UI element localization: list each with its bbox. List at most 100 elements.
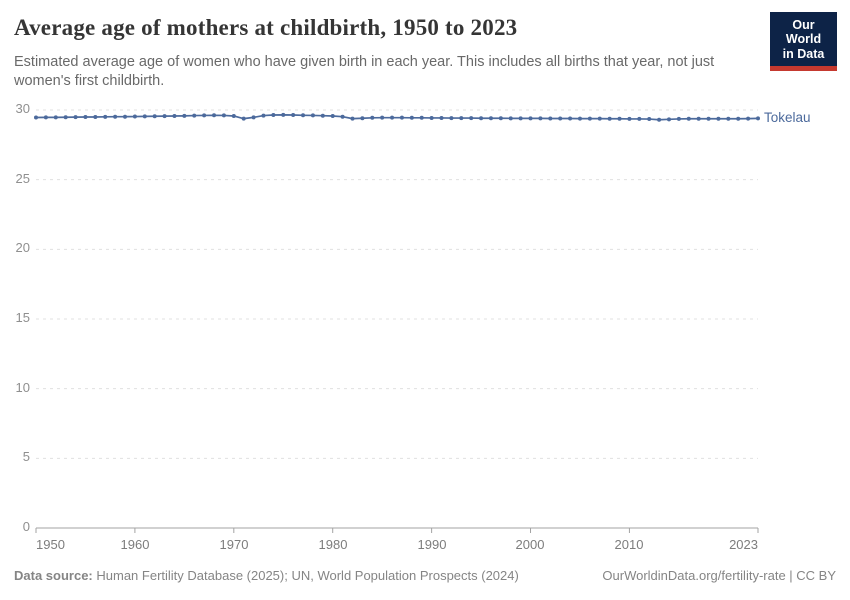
x-tick-label-2010: 2010 — [614, 537, 644, 552]
data-point-2022[interactable] — [746, 116, 751, 121]
data-point-1965[interactable] — [182, 113, 187, 118]
data-point-1976[interactable] — [291, 113, 296, 118]
data-point-1961[interactable] — [142, 114, 147, 119]
x-tick-label-1960: 1960 — [120, 537, 150, 552]
x-tick-label-1990: 1990 — [417, 537, 447, 552]
owid-logo[interactable]: Our World in Data — [770, 12, 837, 72]
data-point-1992[interactable] — [449, 116, 454, 121]
data-point-1957[interactable] — [103, 114, 108, 119]
data-point-2023[interactable] — [756, 116, 760, 121]
data-point-1964[interactable] — [172, 113, 177, 118]
data-point-1980[interactable] — [330, 113, 335, 118]
data-point-2014[interactable] — [666, 117, 671, 122]
data-point-2015[interactable] — [676, 116, 681, 121]
data-point-1983[interactable] — [360, 116, 365, 121]
data-point-1979[interactable] — [320, 113, 325, 118]
data-point-1997[interactable] — [498, 116, 503, 121]
data-point-1990[interactable] — [429, 115, 434, 120]
y-tick-label-20: 20 — [15, 240, 30, 255]
data-point-1950[interactable] — [34, 115, 38, 120]
data-point-1962[interactable] — [152, 114, 157, 119]
owid-logo-line1: Our World — [785, 18, 822, 47]
x-tick-label-2023: 2023 — [729, 537, 758, 552]
data-point-1978[interactable] — [310, 113, 315, 118]
data-point-2000[interactable] — [528, 116, 533, 121]
data-point-1989[interactable] — [419, 115, 424, 120]
x-tick-label-1980: 1980 — [318, 537, 348, 552]
data-source-text: Human Fertility Database (2025); UN, Wor… — [96, 568, 519, 583]
data-point-2007[interactable] — [597, 116, 602, 121]
data-source-label: Data source: — [14, 568, 93, 583]
data-point-2021[interactable] — [736, 116, 741, 121]
data-point-1952[interactable] — [53, 115, 58, 120]
data-point-1994[interactable] — [469, 116, 474, 121]
data-point-2003[interactable] — [558, 116, 563, 121]
data-point-1977[interactable] — [301, 113, 306, 118]
attribution-link[interactable]: OurWorldinData.org/fertility-rate | CC B… — [602, 568, 836, 583]
data-point-1959[interactable] — [123, 114, 128, 119]
data-point-1963[interactable] — [162, 114, 167, 119]
data-point-1973[interactable] — [261, 113, 266, 118]
chart-subtitle: Estimated average age of women who have … — [14, 54, 715, 89]
data-point-2019[interactable] — [716, 116, 721, 121]
data-point-1993[interactable] — [459, 116, 464, 121]
y-tick-label-5: 5 — [22, 449, 30, 464]
data-point-1953[interactable] — [63, 115, 68, 120]
data-point-1984[interactable] — [370, 115, 375, 120]
data-point-1960[interactable] — [132, 114, 137, 119]
data-point-2012[interactable] — [647, 117, 652, 122]
data-point-1975[interactable] — [281, 112, 286, 117]
x-tick-label-1950: 1950 — [36, 537, 65, 552]
data-point-1981[interactable] — [340, 114, 345, 119]
data-point-1982[interactable] — [350, 116, 355, 121]
data-point-2004[interactable] — [568, 116, 573, 121]
data-point-2020[interactable] — [726, 116, 731, 121]
data-point-2013[interactable] — [657, 117, 662, 122]
y-tick-label-10: 10 — [15, 380, 30, 395]
data-point-1958[interactable] — [113, 114, 118, 119]
y-tick-label-0: 0 — [22, 519, 30, 534]
data-point-2018[interactable] — [706, 116, 711, 121]
data-point-1972[interactable] — [251, 115, 256, 120]
data-point-1974[interactable] — [271, 113, 276, 118]
x-tick-label-1970: 1970 — [219, 537, 249, 552]
chart-title: Average age of mothers at childbirth, 19… — [14, 15, 518, 40]
chart-plot-area[interactable] — [36, 110, 758, 528]
data-point-1996[interactable] — [488, 116, 493, 121]
data-point-2006[interactable] — [587, 116, 592, 121]
data-point-2011[interactable] — [637, 116, 642, 121]
data-point-1954[interactable] — [73, 115, 78, 120]
data-point-2008[interactable] — [607, 116, 612, 121]
data-point-1985[interactable] — [380, 115, 385, 120]
series-label-tokelau[interactable]: Tokelau — [764, 110, 811, 125]
data-point-1995[interactable] — [479, 116, 484, 121]
x-tick-label-2000: 2000 — [515, 537, 545, 552]
data-point-1955[interactable] — [83, 114, 88, 119]
data-point-1969[interactable] — [221, 113, 226, 118]
data-point-1987[interactable] — [399, 115, 404, 120]
data-point-2001[interactable] — [538, 116, 543, 121]
data-point-2010[interactable] — [627, 116, 632, 121]
data-point-2009[interactable] — [617, 116, 622, 121]
data-point-1999[interactable] — [518, 116, 523, 121]
data-point-1966[interactable] — [192, 113, 197, 118]
data-point-1971[interactable] — [241, 116, 246, 121]
data-point-2005[interactable] — [577, 116, 582, 121]
data-point-1970[interactable] — [231, 113, 236, 118]
data-point-1991[interactable] — [439, 115, 444, 120]
data-source: Data source: Human Fertility Database (2… — [14, 568, 519, 583]
data-point-1988[interactable] — [409, 115, 414, 120]
data-point-1956[interactable] — [93, 114, 98, 119]
data-point-1986[interactable] — [390, 115, 395, 120]
data-point-2016[interactable] — [686, 116, 691, 121]
data-point-1968[interactable] — [212, 113, 217, 118]
data-point-2017[interactable] — [696, 116, 701, 121]
y-tick-label-25: 25 — [15, 171, 30, 186]
data-point-1967[interactable] — [202, 113, 207, 118]
data-point-1998[interactable] — [508, 116, 513, 121]
data-point-1951[interactable] — [43, 115, 48, 120]
owid-logo-line2: in Data — [782, 46, 825, 61]
y-tick-label-30: 30 — [15, 101, 30, 116]
data-point-2002[interactable] — [548, 116, 553, 121]
